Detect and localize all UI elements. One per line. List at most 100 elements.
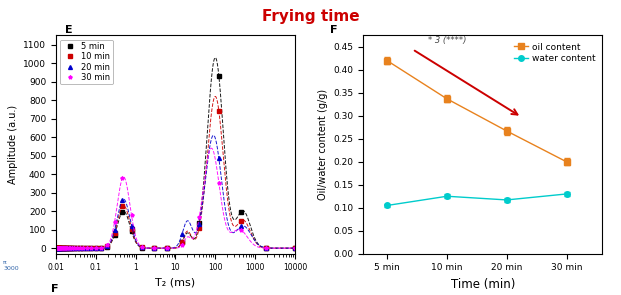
Line: 10 min: 10 min <box>54 109 297 250</box>
10 min <box>60 246 67 250</box>
X-axis label: Time (min): Time (min) <box>451 278 515 291</box>
30 min <box>76 246 84 250</box>
5 min <box>163 246 171 250</box>
20 min <box>60 246 67 250</box>
10 min <box>111 231 118 235</box>
30 min <box>88 246 95 250</box>
30 min <box>57 246 64 250</box>
5 min <box>55 246 62 250</box>
30 min <box>57 246 65 250</box>
10 min <box>178 240 186 243</box>
10 min <box>52 246 60 250</box>
10 min <box>56 246 63 250</box>
5 min <box>291 246 299 250</box>
30 min <box>57 246 64 250</box>
Line: 5 min: 5 min <box>54 74 297 250</box>
20 min <box>73 246 81 250</box>
30 min <box>68 246 76 250</box>
10 min <box>57 246 65 250</box>
X-axis label: T₂ (ms): T₂ (ms) <box>155 278 196 288</box>
water content <box>563 192 570 196</box>
water content <box>443 194 451 198</box>
5 min <box>60 246 67 250</box>
10 min <box>71 246 78 250</box>
20 min <box>111 229 118 232</box>
20 min <box>237 224 245 228</box>
30 min <box>65 246 72 250</box>
30 min <box>138 245 145 249</box>
20 min <box>215 157 222 160</box>
Line: water content: water content <box>384 191 569 208</box>
5 min <box>62 246 70 250</box>
5 min <box>55 246 62 250</box>
Y-axis label: Oil/water content (g/g): Oil/water content (g/g) <box>318 89 328 200</box>
30 min <box>53 246 60 250</box>
10 min <box>55 246 62 250</box>
10 min <box>54 246 61 250</box>
20 min <box>55 246 63 250</box>
5 min <box>68 246 76 250</box>
20 min <box>57 246 65 250</box>
oil content <box>443 97 451 101</box>
20 min <box>52 246 60 250</box>
5 min <box>88 246 95 250</box>
10 min <box>63 246 71 250</box>
20 min <box>66 246 74 250</box>
10 min <box>65 246 72 250</box>
10 min <box>68 246 76 250</box>
10 min <box>215 109 222 113</box>
5 min <box>63 246 71 250</box>
10 min <box>58 246 65 250</box>
10 min <box>53 246 61 250</box>
10 min <box>76 246 84 250</box>
Text: Frying time: Frying time <box>261 9 360 24</box>
20 min <box>56 246 63 250</box>
5 min <box>54 246 61 250</box>
20 min <box>63 246 71 250</box>
Text: F: F <box>330 25 337 35</box>
5 min <box>150 246 157 250</box>
5 min <box>58 246 65 250</box>
30 min <box>83 246 91 250</box>
10 min <box>196 226 203 230</box>
30 min <box>196 215 203 219</box>
5 min <box>57 246 65 250</box>
30 min <box>62 246 70 250</box>
30 min <box>215 181 222 185</box>
Line: 20 min: 20 min <box>54 156 297 250</box>
10 min <box>57 246 64 250</box>
5 min <box>104 245 111 248</box>
10 min <box>291 246 299 250</box>
30 min <box>54 246 61 250</box>
20 min <box>163 246 171 250</box>
30 min <box>53 246 61 250</box>
30 min <box>52 246 60 250</box>
20 min <box>59 246 66 250</box>
5 min <box>196 221 203 224</box>
20 min <box>104 245 111 248</box>
5 min <box>79 246 87 250</box>
20 min <box>68 246 76 250</box>
5 min <box>55 246 63 250</box>
20 min <box>55 246 62 250</box>
30 min <box>60 246 67 250</box>
20 min <box>128 224 135 227</box>
20 min <box>150 246 157 250</box>
20 min <box>55 246 62 250</box>
20 min <box>92 246 99 250</box>
20 min <box>54 246 61 250</box>
10 min <box>104 245 111 248</box>
Text: * 3 (****): * 3 (****) <box>428 36 466 45</box>
20 min <box>83 246 91 250</box>
30 min <box>263 246 270 250</box>
20 min <box>119 198 126 202</box>
10 min <box>59 246 66 250</box>
5 min <box>76 246 84 250</box>
30 min <box>55 246 62 250</box>
10 min <box>138 246 145 249</box>
5 min <box>57 246 64 250</box>
oil content <box>563 160 570 163</box>
20 min <box>97 246 105 250</box>
30 min <box>128 214 135 217</box>
10 min <box>62 246 70 250</box>
